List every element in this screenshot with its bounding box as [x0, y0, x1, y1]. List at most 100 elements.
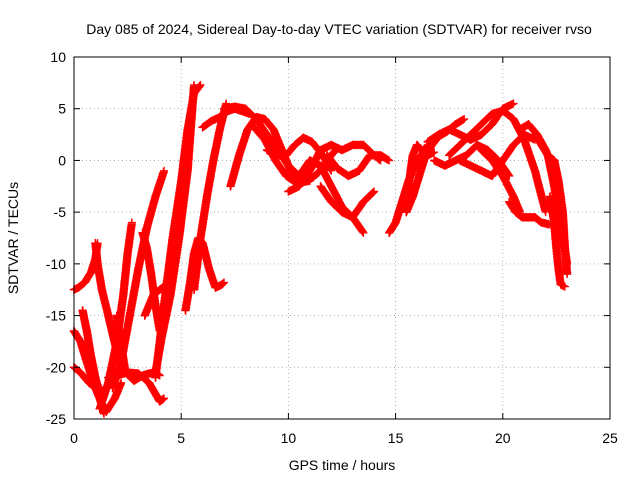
data-point [93, 259, 102, 268]
data-point [160, 394, 169, 403]
data-point [327, 197, 336, 206]
y-tick-label: -20 [46, 359, 66, 375]
data-point [440, 161, 449, 170]
data-point [455, 130, 464, 139]
data-point [385, 156, 394, 165]
data-point [477, 146, 486, 155]
data-point [488, 156, 497, 165]
data-point [430, 156, 439, 165]
data-point [140, 311, 149, 320]
data-point [509, 99, 518, 108]
data-point [142, 244, 151, 253]
data-point [284, 161, 293, 170]
x-tick-label: 20 [495, 430, 511, 446]
y-tick-label: 10 [50, 49, 66, 65]
data-point [445, 151, 454, 160]
data-point [198, 123, 207, 132]
data-point [327, 166, 336, 175]
data-point [520, 130, 529, 139]
data-point [322, 151, 331, 160]
data-point [423, 137, 432, 146]
x-tick-label: 15 [388, 430, 404, 446]
y-tick-label: -15 [46, 308, 66, 324]
data-point [552, 244, 561, 253]
data-point [168, 234, 177, 242]
x-tick-label: 5 [177, 430, 185, 446]
data-point [91, 239, 100, 248]
y-axis-label: SDTVAR / TECUs [5, 182, 21, 294]
data-point [417, 146, 426, 155]
data-point [530, 130, 539, 139]
data-point [511, 208, 520, 217]
data-point [273, 151, 282, 160]
data-series-arc-32 [477, 145, 524, 217]
data-series-arc-9 [108, 166, 169, 393]
data-point [307, 137, 316, 146]
y-tick-label: 5 [58, 101, 66, 117]
data-point [488, 109, 497, 118]
data-point [408, 151, 417, 160]
data-point [316, 146, 325, 155]
data-point [130, 376, 139, 385]
data-point [348, 213, 357, 222]
data-point [181, 306, 190, 315]
data-series-arc-14 [181, 233, 229, 315]
data-point [445, 125, 454, 134]
data-point [78, 306, 87, 315]
data-point [537, 218, 546, 227]
data-point [430, 148, 439, 157]
data-point [455, 140, 464, 149]
data-point [299, 133, 308, 142]
data-point [477, 130, 486, 139]
data-point [108, 383, 117, 392]
data-point [147, 270, 156, 279]
data-point [80, 278, 89, 287]
data-point [151, 373, 160, 382]
data-point [134, 265, 143, 274]
data-point [498, 171, 507, 180]
data-point [82, 327, 91, 336]
x-tick-label: 10 [281, 430, 297, 446]
data-point [415, 171, 424, 180]
data-point [473, 140, 482, 149]
data-point [117, 358, 126, 367]
data-point [524, 120, 533, 129]
data-point [316, 182, 325, 191]
data-point [215, 125, 224, 134]
data-point [554, 265, 563, 274]
data-point [151, 192, 160, 201]
data-point [505, 197, 514, 206]
data-point [391, 218, 400, 227]
y-tick-label: -5 [54, 204, 67, 220]
data-point [305, 166, 314, 175]
data-point [462, 151, 471, 160]
data-point [295, 182, 304, 191]
data-series-group [69, 80, 572, 418]
data-point [145, 378, 154, 387]
data-point [338, 208, 346, 217]
data-series-arc-29 [429, 140, 514, 180]
data-point [220, 278, 229, 287]
chart-title: Day 085 of 2024, Sidereal Day-to-day VTE… [86, 21, 592, 37]
data-point [74, 283, 83, 292]
data-point [241, 104, 250, 113]
data-point [110, 394, 119, 403]
data-point [196, 80, 205, 89]
series-trail [477, 145, 524, 215]
data-point [95, 404, 104, 413]
data-point [121, 368, 130, 377]
data-point [155, 397, 164, 406]
data-point [359, 228, 368, 237]
axis-ticks: 0 5 10 15 20 25 -25 -20 -15 -10 -5 0 5 10 [46, 49, 618, 446]
data-point [91, 373, 100, 382]
plot-frame [73, 56, 611, 420]
data-point [260, 115, 269, 124]
data-series-arc-23 [316, 182, 379, 222]
data-point [515, 125, 524, 134]
data-point [202, 192, 211, 201]
y-tick-label: -25 [46, 411, 66, 427]
data-point [537, 140, 546, 149]
data-point [207, 117, 216, 126]
data-point [282, 151, 291, 160]
